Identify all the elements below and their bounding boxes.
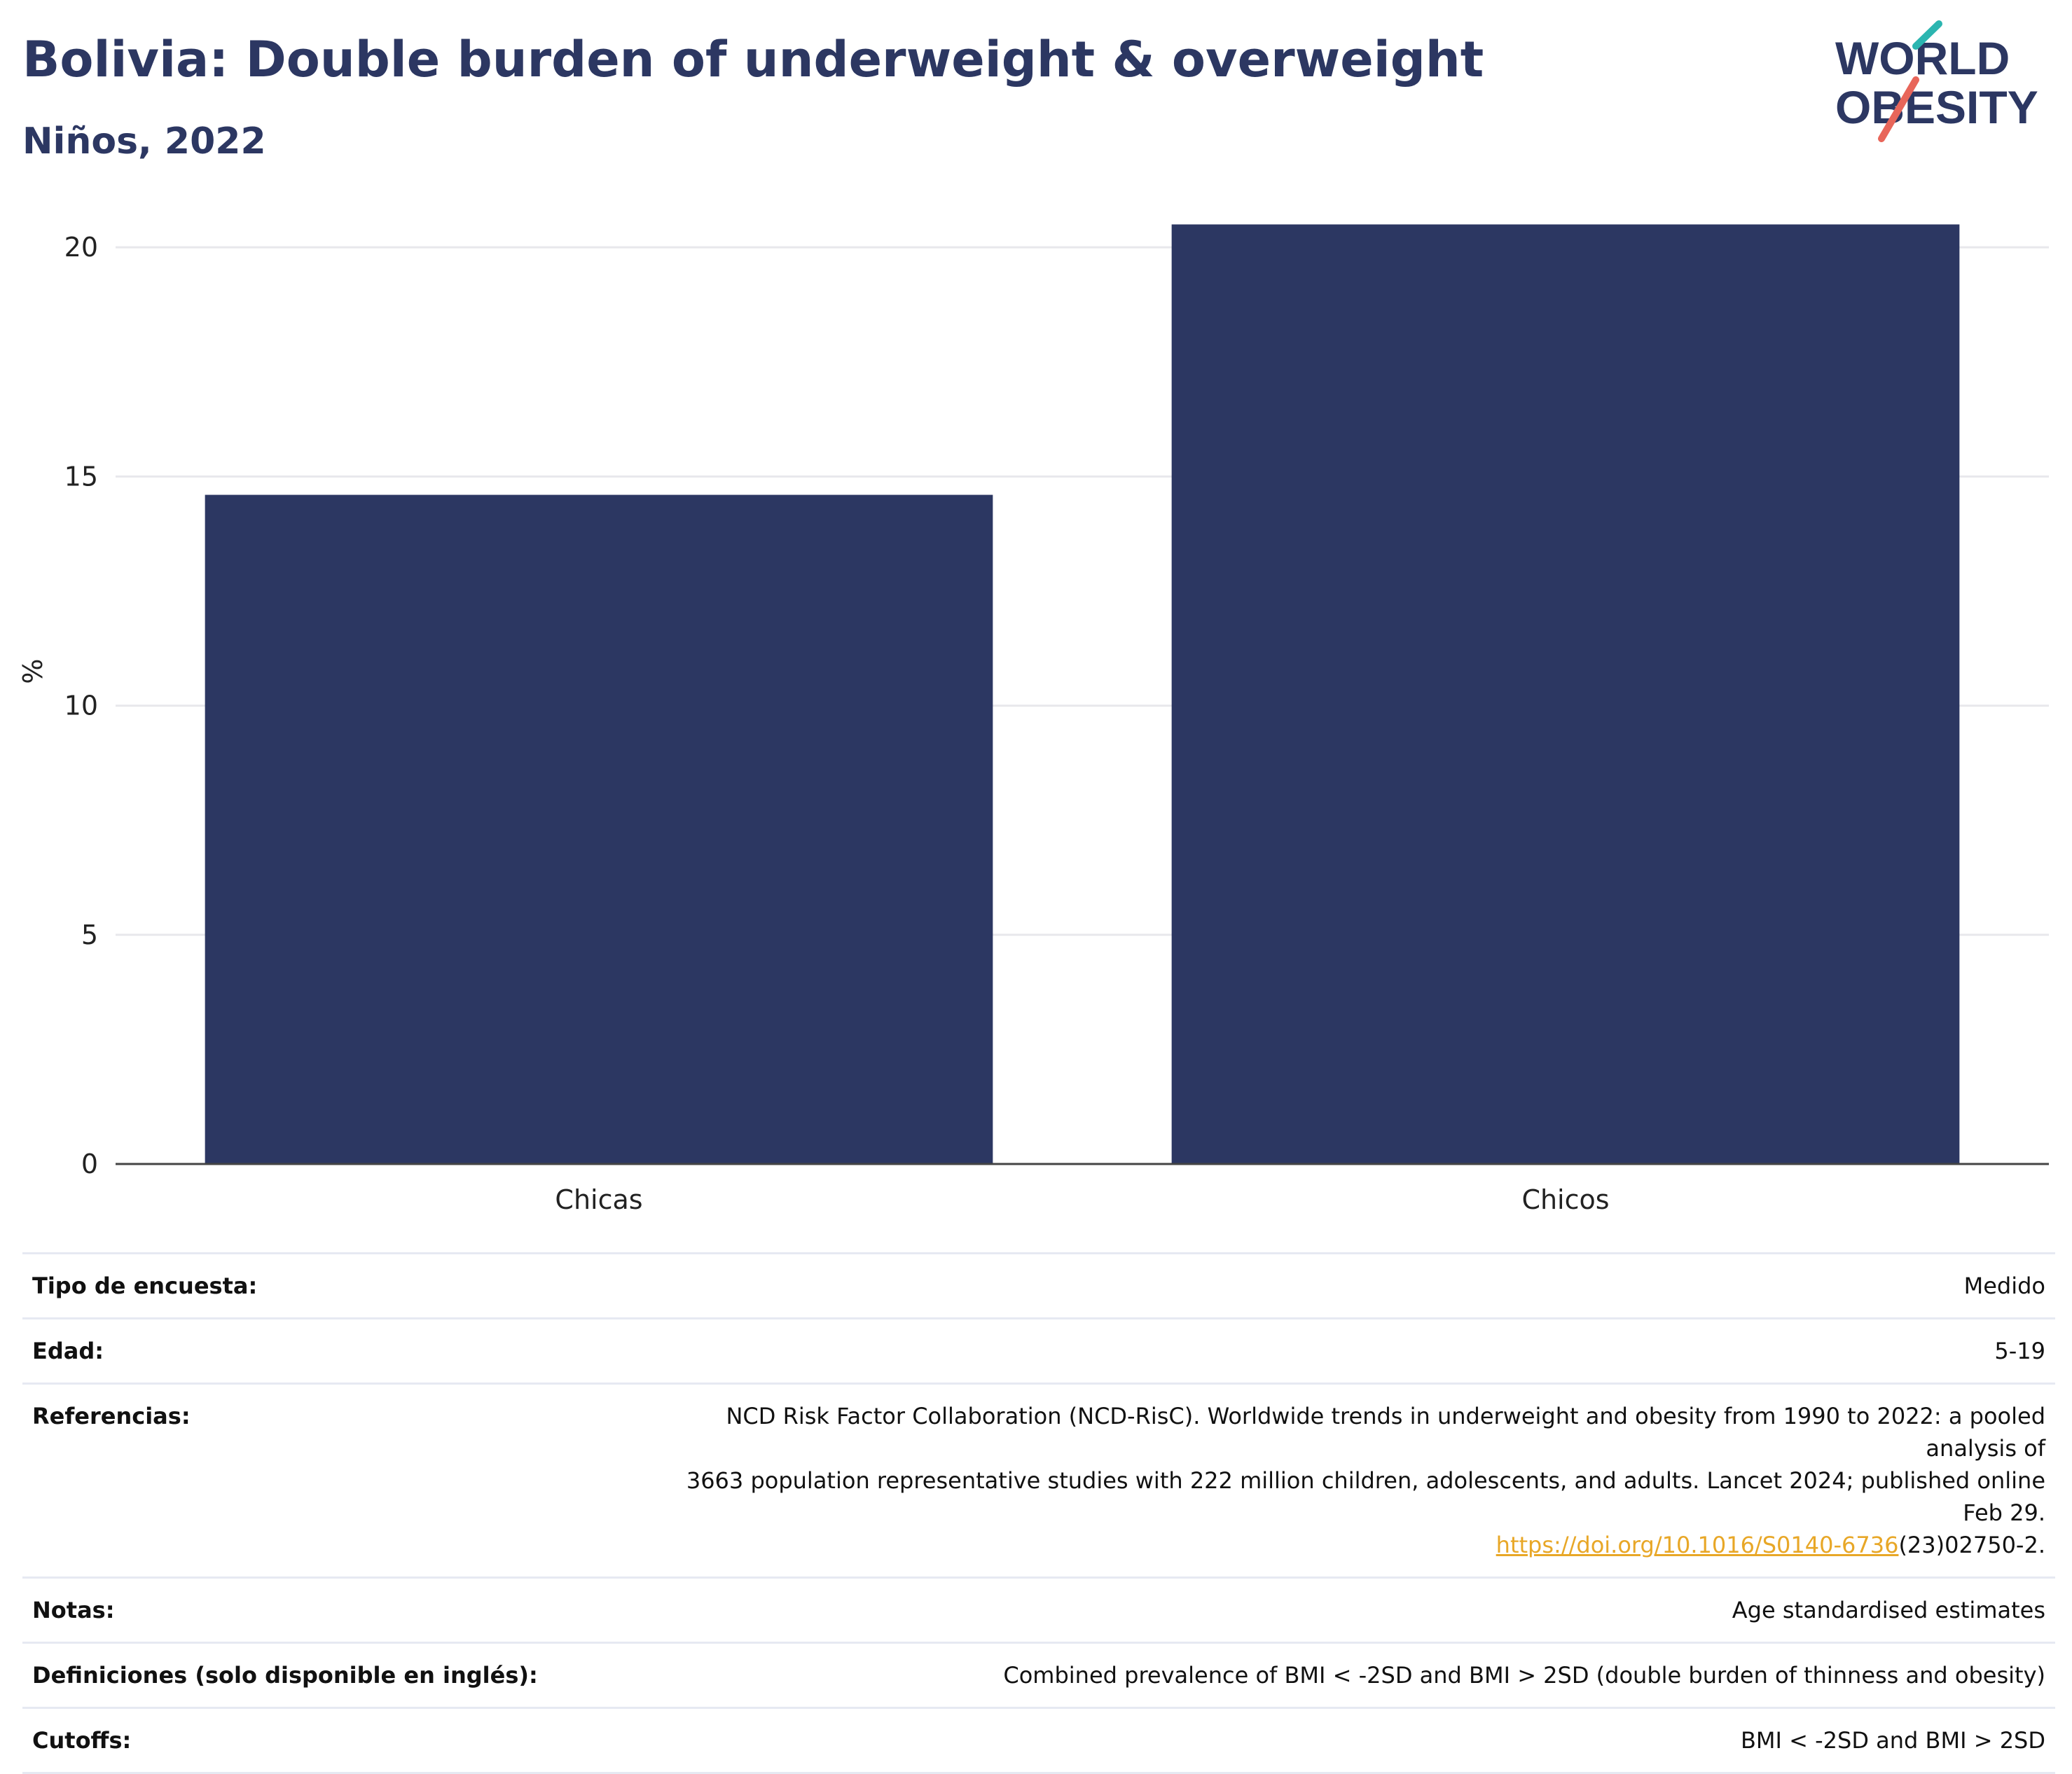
meta-value-notes: Age standardised estimates (672, 1576, 2055, 1643)
reference-doi-suffix: (23)02750-2. (1898, 1532, 2045, 1558)
meta-row-cutoffs: Cutoffs: BMI < -2SD and BMI > 2SD (22, 1707, 2055, 1774)
meta-key-cutoffs: Cutoffs: (22, 1707, 672, 1774)
bar-chart: 0 5 10 15 20 Chicas Chicos % (18, 224, 2049, 1215)
y-tick-label: 20 (64, 232, 98, 263)
logo-slash-bottom-icon (1878, 76, 1919, 142)
y-tick-label: 0 (81, 1149, 98, 1179)
logo-slash-top-icon (1912, 20, 1942, 50)
meta-row-references: Referencias: NCD Risk Factor Collaborati… (22, 1383, 2055, 1578)
x-tick-label-chicas: Chicas (555, 1184, 642, 1215)
y-tick-label: 5 (81, 920, 98, 950)
reference-doi-link[interactable]: https://doi.org/10.1016/S0140-6736 (1496, 1532, 1899, 1558)
meta-row-survey-type: Tipo de encuesta: Medido (22, 1252, 2055, 1319)
meta-value-survey-type: Medido (672, 1252, 2055, 1319)
y-tick-label: 10 (64, 691, 98, 721)
meta-row-age: Edad: 5-19 (22, 1317, 2055, 1384)
metadata-table: Tipo de encuesta: Medido Edad: 5-19 Refe… (22, 1252, 2055, 1774)
meta-key-references: Referencias: (22, 1383, 672, 1578)
chart-title: Bolivia: Double burden of underweight & … (22, 31, 1484, 88)
x-tick-label-chicos: Chicos (1521, 1184, 1609, 1215)
reference-text-line2: 3663 population representative studies w… (686, 1467, 2045, 1526)
y-tick-labels: 0 5 10 15 20 (64, 232, 98, 1179)
x-tick-labels: Chicas Chicos (555, 1184, 1609, 1215)
chart-subtitle: Niños, 2022 (22, 120, 266, 162)
bar-chicos (1171, 224, 1960, 1164)
meta-key-survey-type: Tipo de encuesta: (22, 1252, 672, 1319)
meta-row-notes: Notas: Age standardised estimates (22, 1576, 2055, 1643)
y-tick-label: 15 (64, 461, 98, 492)
y-axis-label: % (18, 658, 48, 684)
world-obesity-logo: WORLD OBESITY (1835, 20, 2038, 142)
meta-value-definitions: Combined prevalence of BMI < -2SD and BM… (672, 1642, 2055, 1708)
meta-value-references: NCD Risk Factor Collaboration (NCD-RisC)… (672, 1383, 2055, 1578)
meta-value-age: 5-19 (672, 1317, 2055, 1384)
reference-text-line1: NCD Risk Factor Collaboration (NCD-RisC)… (726, 1403, 2045, 1462)
meta-value-cutoffs: BMI < -2SD and BMI > 2SD (672, 1707, 2055, 1774)
bar-chicas (205, 494, 993, 1164)
meta-key-age: Edad: (22, 1317, 672, 1384)
meta-key-definitions: Definiciones (solo disponible en inglés)… (22, 1642, 672, 1708)
meta-row-definitions: Definiciones (solo disponible en inglés)… (22, 1642, 2055, 1708)
meta-key-notes: Notas: (22, 1576, 672, 1643)
logo-word-obesity: OBESITY (1835, 81, 2038, 133)
bars (205, 224, 1960, 1164)
